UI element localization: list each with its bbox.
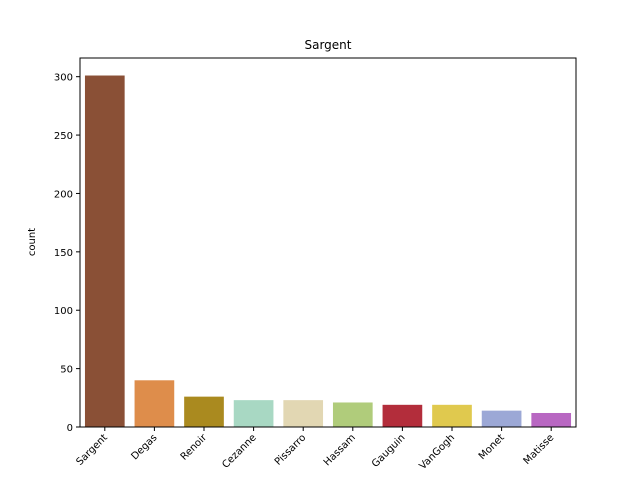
y-tick-label: 300 (54, 73, 73, 84)
y-tick-label: 100 (54, 306, 73, 317)
plot-frame (79, 57, 577, 428)
bar-monet (481, 410, 522, 427)
x-axis: Sargent Degas Renoir Cezanne Pissarro Hassam G… (74, 427, 556, 472)
x-tick-label: Degas (129, 432, 159, 462)
y-axis-label: count (27, 228, 38, 256)
x-tick-label: Pissarro (273, 432, 308, 467)
bar-pissarro (283, 400, 324, 427)
x-tick-label: Cezanne (220, 432, 258, 470)
y-tick-label: 0 (67, 423, 73, 434)
x-tick-label: Gauguin (370, 432, 407, 469)
x-tick-label: Hassam (322, 432, 358, 468)
x-tick-label: Sargent (74, 432, 110, 468)
chart-title: Sargent (304, 38, 351, 52)
bars-group (84, 75, 572, 428)
y-tick-label: 50 (60, 365, 73, 376)
x-tick-label: Renoir (179, 432, 210, 463)
bar-matisse (531, 412, 572, 427)
bar-sargent (84, 75, 125, 428)
y-tick-label: 150 (54, 248, 73, 259)
bar-cezanne (233, 400, 274, 427)
y-tick-label: 250 (54, 131, 73, 142)
y-axis: 0 50 100 150 200 250 300 (54, 73, 80, 434)
y-tick-label: 200 (54, 189, 73, 200)
x-tick-label: Matisse (522, 432, 557, 467)
bar-gauguin (382, 404, 423, 427)
bar-hassam (332, 402, 373, 427)
x-tick-label: Monet (477, 432, 507, 462)
bar-renoir (184, 396, 224, 427)
bar-vangogh (432, 404, 472, 427)
bar-degas (134, 380, 175, 427)
x-tick-label: VanGogh (417, 432, 457, 472)
